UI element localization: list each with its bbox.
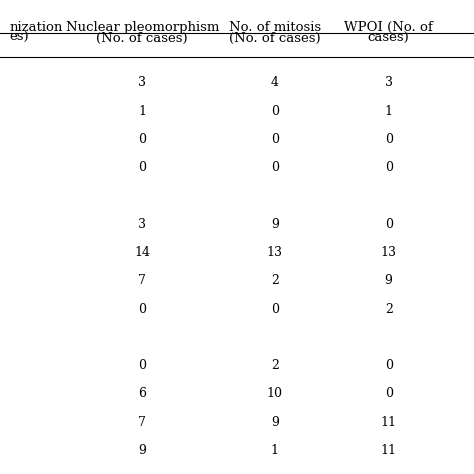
Text: 0: 0 [271, 105, 279, 118]
Text: 2: 2 [271, 359, 279, 372]
Text: 0: 0 [385, 359, 392, 372]
Text: 7: 7 [138, 416, 146, 428]
Text: 13: 13 [267, 246, 283, 259]
Text: 14: 14 [134, 246, 150, 259]
Text: 2: 2 [385, 302, 392, 316]
Text: WPOI (No. of: WPOI (No. of [344, 21, 433, 34]
Text: 9: 9 [385, 274, 392, 287]
Text: 3: 3 [138, 76, 146, 90]
Text: 4: 4 [271, 76, 279, 90]
Text: 0: 0 [271, 133, 279, 146]
Text: 0: 0 [385, 133, 392, 146]
Text: 13: 13 [381, 246, 397, 259]
Text: 0: 0 [138, 359, 146, 372]
Text: 0: 0 [271, 302, 279, 316]
Text: (No. of cases): (No. of cases) [229, 32, 321, 45]
Text: (No. of cases): (No. of cases) [96, 32, 188, 45]
Text: 3: 3 [138, 218, 146, 231]
Text: 9: 9 [138, 444, 146, 457]
Text: 9: 9 [271, 416, 279, 428]
Text: 1: 1 [271, 444, 279, 457]
Text: 0: 0 [138, 302, 146, 316]
Text: 0: 0 [385, 218, 392, 231]
Text: 11: 11 [381, 416, 397, 428]
Text: 11: 11 [381, 444, 397, 457]
Text: 3: 3 [385, 76, 392, 90]
Text: nization: nization [9, 21, 63, 34]
Text: 10: 10 [267, 387, 283, 401]
Text: 0: 0 [271, 161, 279, 174]
Text: 0: 0 [385, 161, 392, 174]
Text: Nuclear pleomorphism: Nuclear pleomorphism [65, 21, 219, 34]
Text: No. of mitosis: No. of mitosis [229, 21, 321, 34]
Text: 0: 0 [385, 387, 392, 401]
Text: cases): cases) [368, 32, 410, 45]
Text: 7: 7 [138, 274, 146, 287]
Text: 0: 0 [138, 161, 146, 174]
Text: 9: 9 [271, 218, 279, 231]
Text: 1: 1 [385, 105, 392, 118]
Text: 6: 6 [138, 387, 146, 401]
Text: es): es) [9, 31, 29, 44]
Text: 2: 2 [271, 274, 279, 287]
Text: 0: 0 [138, 133, 146, 146]
Text: 1: 1 [138, 105, 146, 118]
